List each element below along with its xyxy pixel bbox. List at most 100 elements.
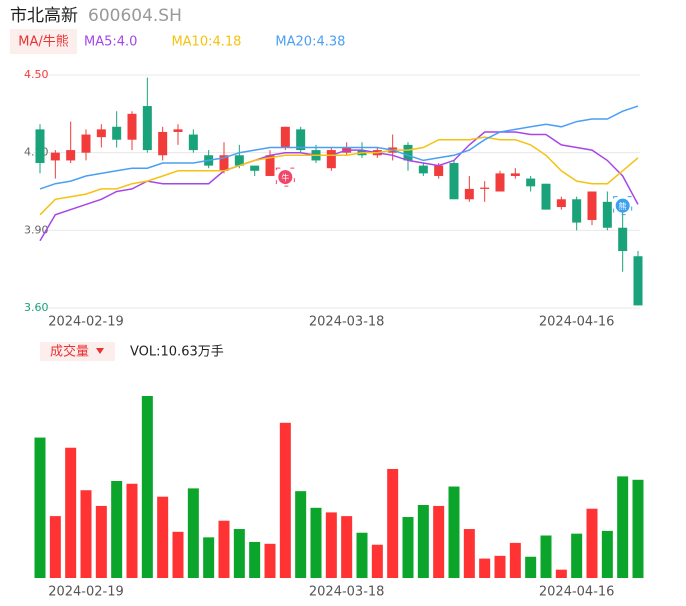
volume-bar [601,530,613,578]
candle-body [112,126,122,140]
volume-bar [187,488,199,578]
volume-bar [325,512,337,578]
ma-line [39,105,639,190]
candle-body [480,187,490,189]
volume-bar [617,476,629,578]
signal-marker-frame [613,196,633,216]
signal-marker-frame [275,167,295,187]
indicator-select-label[interactable]: 成交量 [50,344,89,360]
volume-bar [341,516,353,578]
ma-line [39,136,639,216]
volume-bar [571,533,583,578]
candle-body [495,173,505,192]
candle-body [618,227,628,252]
ma-toggle-label[interactable]: MA/牛熊 [18,34,69,50]
volume-bar [632,479,644,578]
candle-body [602,201,612,228]
volume-bar [264,543,276,578]
candle-body [219,155,229,171]
volume-bar [49,516,61,578]
legend-entry: MA5:4.0 [84,35,137,50]
candle-body [35,129,45,164]
candle-body [66,150,76,161]
signal-marker [278,170,293,185]
indicator-select[interactable] [40,342,115,361]
volume-bar [509,542,521,578]
candle-body [510,173,520,176]
candle-body [572,199,582,223]
volume-indicator: VOL:10.63万手 [130,345,224,360]
candle-body [326,150,336,169]
candle-body [173,129,183,132]
candle-body [188,134,198,151]
volume-bar [80,490,92,578]
volume-bar [525,556,537,578]
volume-bar [141,396,153,578]
volume-bar [448,486,460,578]
candle-body [296,129,306,151]
volume-bar [402,517,414,578]
volume-bar [279,422,291,578]
signal-marker-label: 熊 [619,201,627,211]
legend-entry: MA20:4.38 [275,35,345,50]
candle-body [526,178,536,187]
x-tick-label: 2024-03-18 [309,315,385,330]
candle-body [127,113,137,140]
volume-bar [433,505,445,578]
x-tick-label: 2024-04-16 [539,585,615,600]
candle-body [449,163,459,200]
volume-bar [95,505,107,578]
y-tick-label: 3.60 [24,301,49,314]
x-tick-label: 2024-02-19 [48,315,124,330]
ma-line [39,131,639,242]
signal-marker [615,198,630,213]
volume-bar [203,537,215,578]
volume-bar [34,437,46,578]
volume-bar [356,532,368,578]
volume-bar [463,529,475,578]
volume-bar [555,569,567,578]
y-tick-label: 4.50 [24,68,49,81]
volume-bar [233,529,245,578]
volume-bar [540,535,552,578]
candle-body [142,106,152,151]
signal-marker-label: 牛 [281,173,289,183]
y-tick-label: 3.90 [24,223,49,236]
legend-entry: MA10:4.18 [171,35,241,50]
volume-bar [417,505,429,578]
candle-body [464,188,474,200]
candle-body [541,183,551,210]
x-tick-label: 2024-02-19 [48,585,124,600]
candle-body [265,155,275,176]
volume-bar [65,447,77,578]
x-tick-label: 2024-04-16 [539,315,615,330]
volume-bar [387,468,399,578]
dropdown-arrow[interactable] [96,348,104,354]
candle-body [587,191,597,220]
ma-toggle[interactable] [10,29,77,54]
candle-body [418,165,428,174]
volume-bar [111,480,123,578]
volume-bar [586,508,598,578]
candle-body [234,155,244,166]
candle-body [403,144,413,161]
candle-body [81,134,91,153]
volume-bar [479,558,491,578]
candle-body [434,165,444,176]
volume-bar [249,541,261,578]
volume-bar [157,496,169,578]
volume-bar [494,555,506,578]
candle-body [250,165,260,171]
candle-body [158,131,168,156]
candle-body [633,256,643,306]
volume-bar [172,531,184,578]
candle-body [50,152,60,161]
x-tick-label: 2024-03-18 [309,585,385,600]
volume-bar [126,483,138,578]
volume-bar [371,544,383,578]
volume-bar [310,507,322,578]
volume-bar [218,520,230,578]
volume-bar [295,491,307,578]
stock-code: 600604.SH [88,6,182,26]
